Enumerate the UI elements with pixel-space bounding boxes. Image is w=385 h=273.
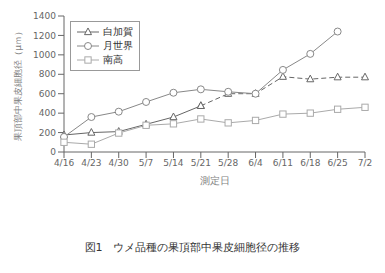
svg-text:6/4: 6/4: [248, 158, 263, 168]
svg-text:1400: 1400: [33, 11, 56, 21]
svg-text:200: 200: [39, 128, 56, 138]
svg-text:4/16: 4/16: [54, 158, 74, 168]
svg-text:0: 0: [50, 147, 56, 157]
svg-text:600: 600: [39, 89, 56, 99]
html-text:白加賀: 白加賀: [103, 26, 133, 37]
svg-text:1000: 1000: [33, 50, 56, 60]
svg-text:4/23: 4/23: [81, 158, 101, 168]
svg-text:1200: 1200: [33, 31, 56, 41]
svg-text:800: 800: [39, 69, 56, 79]
svg-text:5/14: 5/14: [163, 158, 183, 168]
svg-text:6/18: 6/18: [300, 158, 320, 168]
svg-text:果頂部中果皮細胞径（μｍ）: 果頂部中果皮細胞径（μｍ）: [13, 27, 23, 141]
svg-text:5/21: 5/21: [191, 158, 211, 168]
svg-text:測定日: 測定日: [200, 175, 230, 186]
svg-text:6/25: 6/25: [328, 158, 348, 168]
svg-text:4/30: 4/30: [109, 158, 129, 168]
html-text:月世界: 月世界: [103, 40, 133, 51]
svg-text:400: 400: [39, 108, 56, 118]
svg-text:5/7: 5/7: [139, 158, 153, 168]
html-text:南高: 南高: [103, 54, 123, 65]
svg-text:6/11: 6/11: [273, 158, 293, 168]
html-text:図1 ウメ品種の果頂部中果皮細胞径の推移: 図1 ウメ品種の果頂部中果皮細胞径の推移: [84, 241, 301, 254]
svg-text:5/28: 5/28: [218, 158, 238, 168]
svg-text:7/2: 7/2: [358, 158, 372, 168]
